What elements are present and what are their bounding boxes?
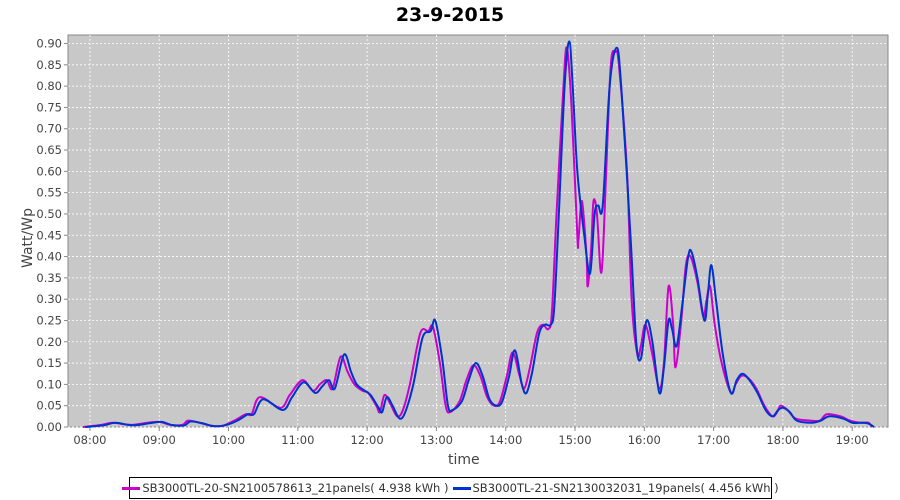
y-tick-label: 0.30 [36,292,62,306]
legend-label: SB3000TL-21-SN2130032031_19panels( 4.456… [472,481,779,495]
x-tick-label: 10:00 [212,433,245,447]
x-tick-label: 19:00 [836,433,869,447]
y-tick-label: 0.05 [36,399,62,413]
y-tick-label: 0.65 [36,143,62,157]
y-tick-label: 0.45 [36,228,62,242]
y-tick-label: 0.50 [36,207,62,221]
x-tick-label: 16:00 [628,433,661,447]
y-tick-label: 0.70 [36,122,62,136]
y-tick-label: 0.55 [36,186,62,200]
y-tick-label: 0.75 [36,100,62,114]
plot-area [67,34,889,428]
legend-item-1: SB3000TL-21-SN2130032031_19panels( 4.456… [452,481,779,495]
x-tick-label: 17:00 [697,433,730,447]
series-line-0 [82,46,873,428]
y-tick-label: 0.90 [36,37,62,51]
y-tick-label: 0.40 [36,250,62,264]
legend-item-0: SB3000TL-20-SN2100578613_21panels( 4.938… [122,481,449,495]
y-tick-label: 0.85 [36,58,62,72]
legend-label: SB3000TL-20-SN2100578613_21panels( 4.938… [142,481,449,495]
x-tick-label: 12:00 [351,433,384,447]
y-tick-label: 0.60 [36,164,62,178]
legend: SB3000TL-20-SN2100578613_21panels( 4.938… [122,477,779,499]
x-tick-label: 18:00 [766,433,799,447]
y-tick-label: 0.20 [36,335,62,349]
legend-swatch [122,487,141,490]
legend-swatch [452,487,471,490]
x-tick-label: 14:00 [489,433,522,447]
series-line-1 [85,40,875,428]
x-tick-label: 13:00 [420,433,453,447]
y-tick-label: 0.25 [36,313,62,327]
y-tick-label: 0.35 [36,271,62,285]
x-axis-label: time [448,452,480,468]
x-tick-label: 08:00 [73,433,106,447]
x-tick-label: 15:00 [558,433,591,447]
y-tick-label: 0.10 [36,377,62,391]
x-tick-label: 11:00 [281,433,314,447]
x-tick-label: 09:00 [143,433,176,447]
y-tick-label: 0.00 [36,420,62,434]
y-tick-label: 0.80 [36,79,62,93]
chart-title: 23-9-2015 [395,4,505,26]
y-tick-label: 0.15 [36,356,62,370]
